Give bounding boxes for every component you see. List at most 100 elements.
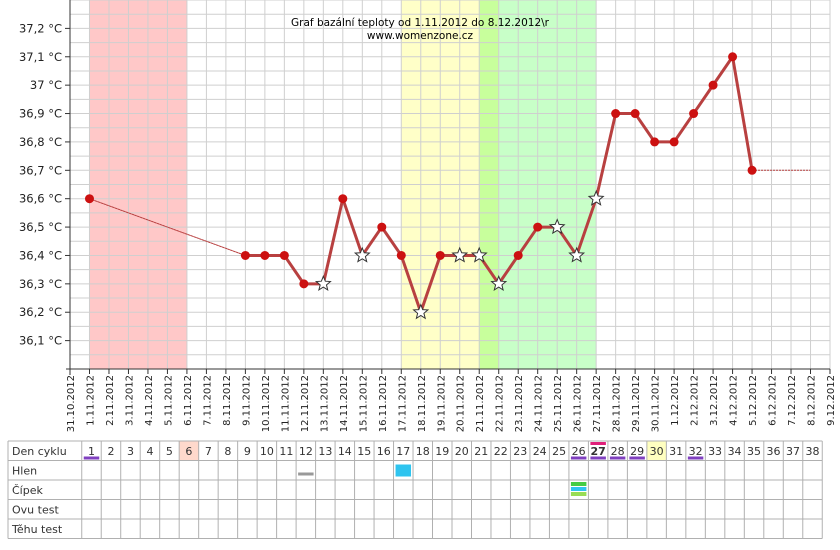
day-number: 2 [107, 445, 114, 458]
data-point [338, 194, 348, 204]
day-number: 6 [185, 445, 192, 458]
y-tick-label: 36,4 °C [19, 248, 62, 262]
x-tick-label: 24.11.2012 [534, 375, 545, 432]
temperature-series [84, 52, 811, 320]
day-number: 3 [127, 445, 134, 458]
data-point-star [470, 246, 488, 263]
data-point [630, 109, 640, 119]
data-point-star [548, 218, 566, 235]
table-row-label: Ovu test [12, 504, 59, 517]
x-tick-label: 25.11.2012 [553, 375, 564, 432]
y-tick-label: 37,1 °C [19, 50, 62, 64]
day-number: 28 [611, 445, 625, 458]
series-line [360, 225, 384, 257]
data-point-star [412, 303, 430, 320]
series-line [672, 112, 696, 144]
x-tick-label: 19.11.2012 [436, 375, 447, 432]
day-number: 34 [728, 445, 742, 458]
x-tick-label: 7.11.2012 [202, 375, 213, 426]
day-number: 29 [630, 445, 644, 458]
data-point [533, 222, 543, 232]
day-number: 19 [435, 445, 449, 458]
cipek-mark [570, 487, 587, 491]
x-tick-label: 23.11.2012 [514, 375, 525, 432]
data-point-star [490, 274, 508, 292]
x-tick-label: 21.11.2012 [475, 375, 486, 432]
x-tick-label: 9.12.2012 [826, 375, 837, 426]
day-cell-highlight [646, 441, 667, 461]
day-underline [590, 456, 606, 460]
data-point-star [587, 189, 605, 206]
data-point [260, 250, 270, 260]
x-tick-label: 11.11.2012 [280, 375, 291, 432]
y-axis-labels: 37,2 °C 37,1 °C 37 °C 36,9 °C 36,8 °C 36,7 °C… [19, 21, 70, 348]
day-number: 18 [416, 445, 430, 458]
day-number: 1 [88, 445, 95, 458]
x-tick-label: 3.12.2012 [709, 375, 720, 426]
x-tick-label: 6.12.2012 [768, 375, 779, 426]
x-tick-label: 29.11.2012 [631, 375, 642, 432]
x-tick-label: 13.11.2012 [319, 375, 330, 432]
series-line [399, 253, 423, 314]
x-tick-label: 14.11.2012 [339, 375, 350, 432]
cipek-mark [570, 482, 587, 486]
x-tick-label: 7.12.2012 [787, 375, 798, 426]
x-tick-label: 22.11.2012 [495, 375, 506, 432]
table-row-label: Těhu test [11, 523, 63, 536]
data-point [650, 137, 660, 147]
x-tick-label: 1.11.2012 [85, 375, 96, 426]
series-line [88, 198, 246, 256]
x-tick-label: 5.12.2012 [748, 375, 759, 426]
day-number: 13 [318, 445, 332, 458]
day-number: 27 [590, 445, 605, 458]
data-point [513, 250, 523, 260]
x-tick-label: 12.11.2012 [300, 375, 311, 432]
chart-subtitle: www.womenzone.cz [367, 30, 474, 42]
day-number: 22 [494, 445, 508, 458]
x-tick-label: 26.11.2012 [573, 375, 584, 432]
day-number: 38 [806, 445, 820, 458]
x-axis-labels: 31.10.2012 1.11.2012 2.11.2012 3.11.2012 4.1… [66, 375, 837, 432]
data-point [299, 279, 309, 289]
day-number: 23 [513, 445, 527, 458]
data-point-star [451, 246, 469, 263]
y-tick-label: 36,5 °C [19, 220, 62, 234]
chart-title: Graf bazální teploty od 1.11.2012 do 8.1… [291, 17, 550, 29]
day-number: 24 [533, 445, 547, 458]
x-tick-label: 8.12.2012 [807, 375, 818, 426]
x-tick-label: 6.11.2012 [183, 375, 194, 426]
data-point-star [568, 246, 586, 263]
day-number: 12 [299, 445, 313, 458]
table-row-label: Čípek [12, 484, 43, 497]
day-number: 14 [338, 445, 352, 458]
day-underline [687, 456, 704, 460]
day-overline [590, 442, 606, 445]
day-number: 32 [689, 445, 703, 458]
data-point [669, 137, 679, 147]
day-number: 33 [708, 445, 722, 458]
day-number: 17 [396, 445, 410, 458]
day-underline [570, 456, 587, 460]
x-tick-label: 9.11.2012 [241, 375, 252, 426]
data-point [396, 250, 406, 260]
day-number: 25 [552, 445, 566, 458]
series-line [380, 225, 403, 257]
data-point [279, 250, 289, 260]
day-number: 36 [767, 445, 781, 458]
x-tick-label: 27.11.2012 [592, 375, 603, 432]
x-tick-label: 4.11.2012 [144, 375, 155, 426]
hlen-mark [395, 464, 412, 477]
series-line [594, 112, 618, 201]
x-tick-label: 5.11.2012 [163, 375, 174, 426]
y-tick-label: 37,2 °C [19, 21, 62, 35]
day-number: 26 [572, 445, 586, 458]
day-number: 35 [747, 445, 761, 458]
x-tick-label: 8.11.2012 [222, 375, 233, 426]
day-number: 37 [786, 445, 800, 458]
day-number: 21 [474, 445, 488, 458]
x-tick-label: 16.11.2012 [378, 375, 389, 432]
hlen-mark [298, 472, 314, 476]
data-point [611, 109, 621, 119]
data-point [84, 194, 94, 204]
x-tick-label: 18.11.2012 [417, 375, 428, 432]
